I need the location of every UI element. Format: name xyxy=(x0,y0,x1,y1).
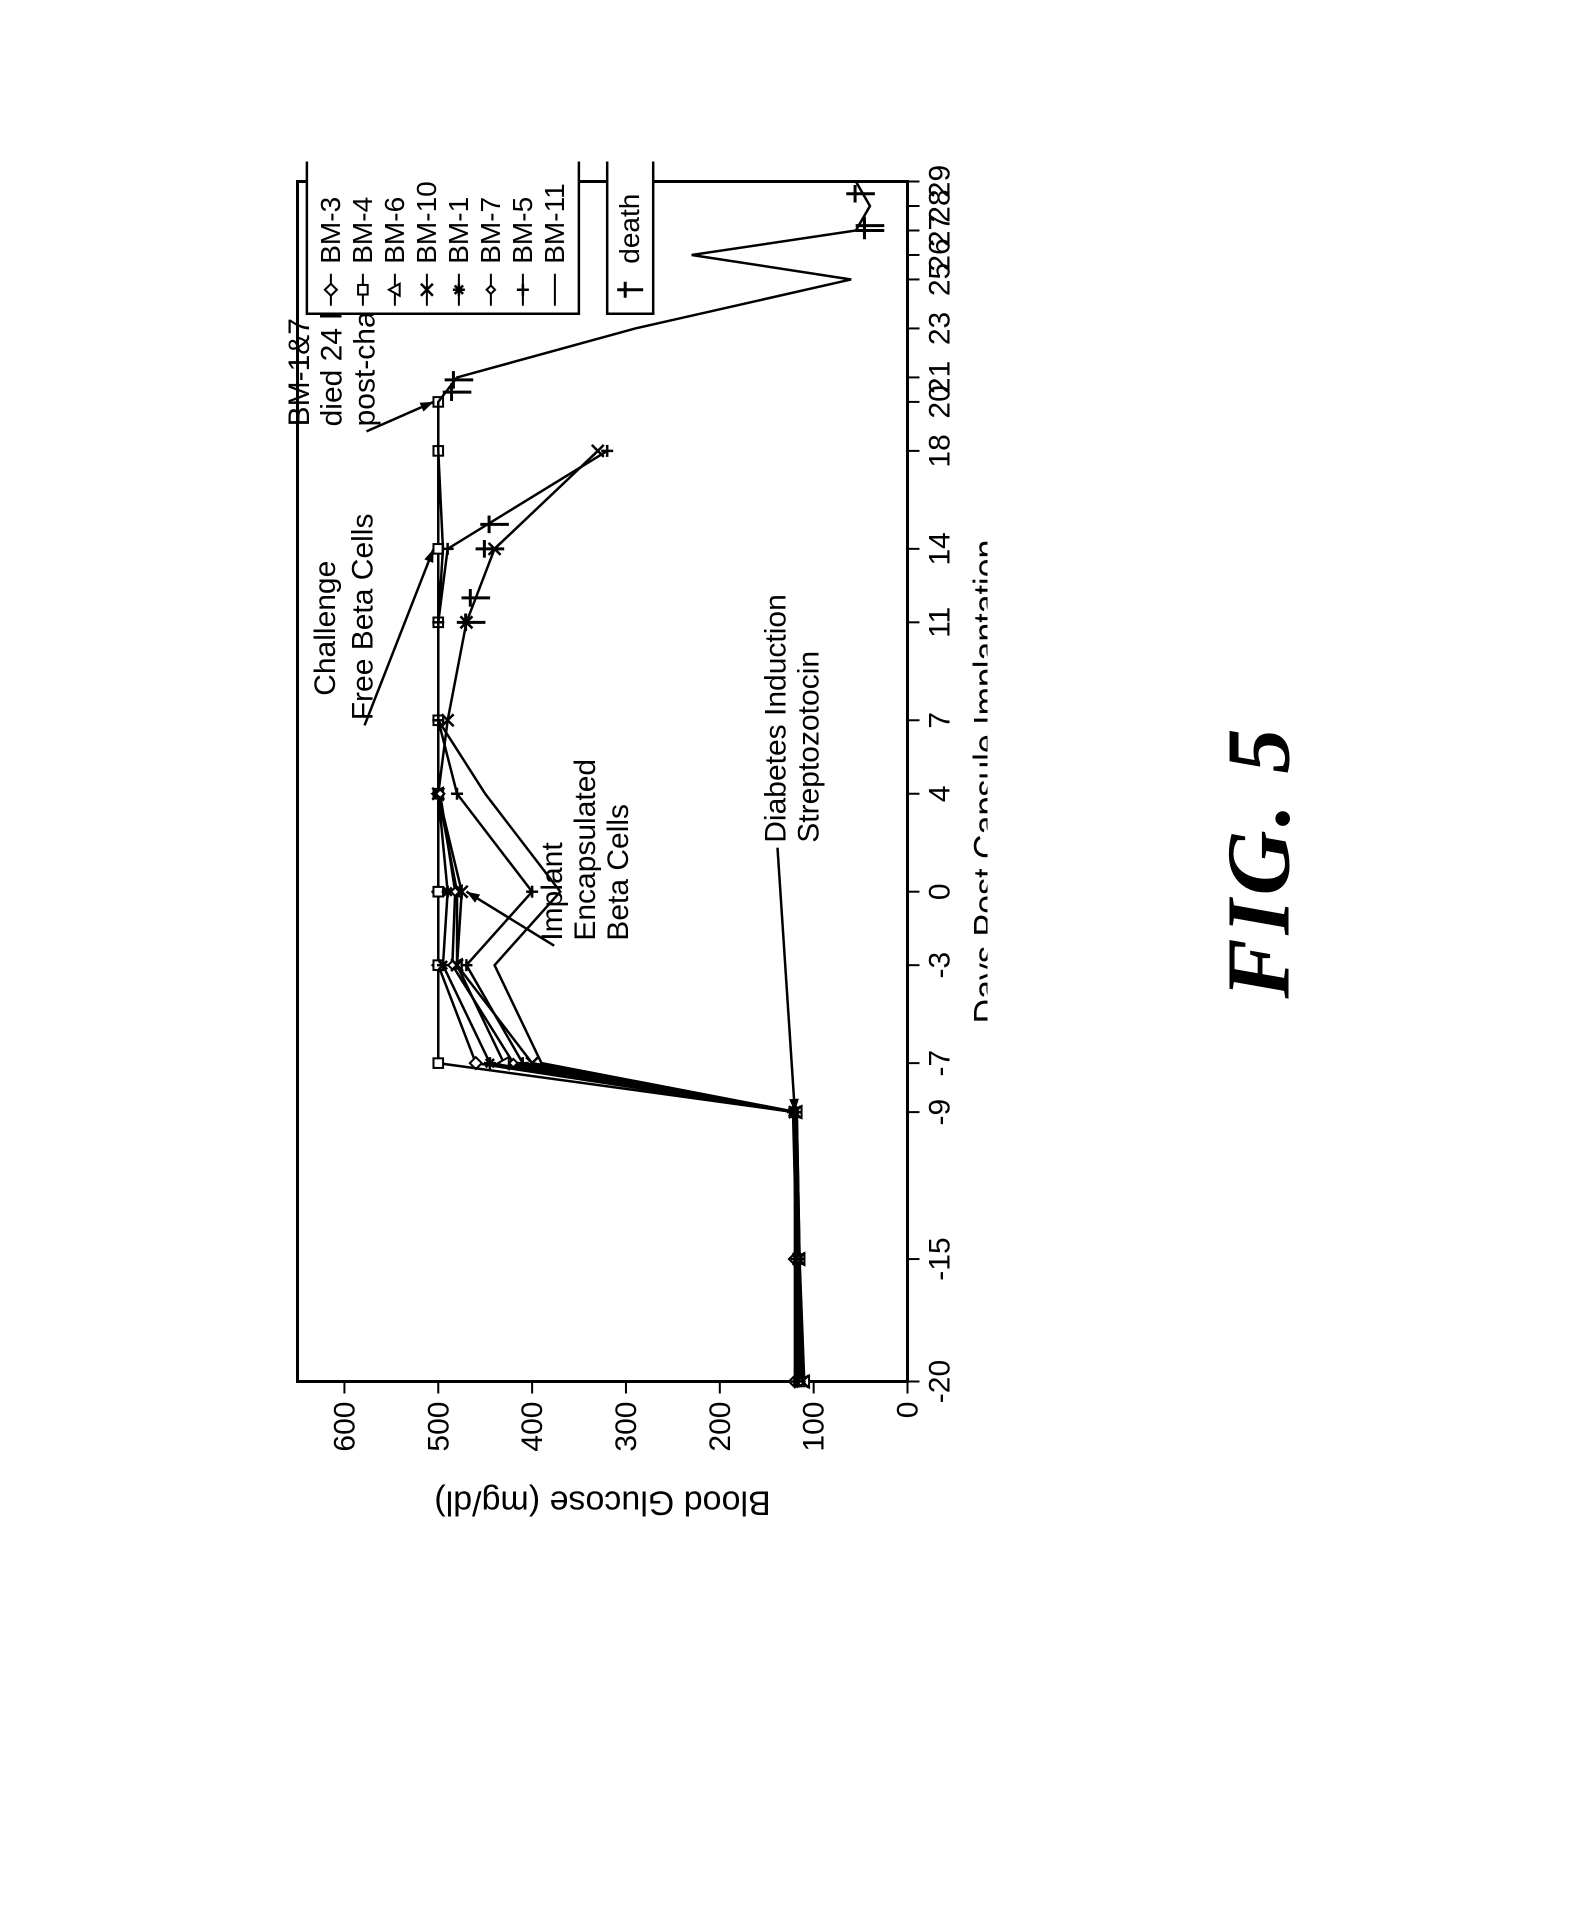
x-tick-label: 4 xyxy=(923,785,956,802)
x-tick-label: 21 xyxy=(923,361,956,394)
y-tick-label: 500 xyxy=(422,1402,455,1452)
annotation-text: BM-1&7 xyxy=(282,318,315,426)
annotation-text: Encapsulated xyxy=(568,759,601,941)
y-tick-label: 600 xyxy=(328,1402,361,1452)
annotation-text: Beta Cells xyxy=(601,804,634,941)
x-tick-label: 23 xyxy=(923,312,956,345)
legend-marker xyxy=(358,285,368,295)
x-tick-label: -15 xyxy=(923,1237,956,1280)
annotation-text: Free Beta Cells xyxy=(346,514,379,721)
annotation-text: Challenge xyxy=(309,561,342,696)
x-tick-label: 11 xyxy=(923,607,956,638)
legend-label: BM-6 xyxy=(378,197,409,264)
chart-container: -20-15-9-7-30471114182021232526272829010… xyxy=(267,162,987,1562)
legend-label: BM-7 xyxy=(474,197,505,264)
x-tick-label: -9 xyxy=(923,1099,956,1126)
legend-label: BM-3 xyxy=(314,197,345,264)
legend-death-label: death xyxy=(614,194,645,264)
x-tick-label: 29 xyxy=(923,165,956,198)
annotation-text: Streptozotocin xyxy=(792,651,825,843)
y-tick-label: 300 xyxy=(609,1402,642,1452)
y-tick-label: 400 xyxy=(516,1402,549,1452)
line-chart: -20-15-9-7-30471114182021232526272829010… xyxy=(267,162,987,1562)
x-tick-label: -7 xyxy=(923,1050,956,1077)
annotation-text: Diabetes Induction xyxy=(759,594,792,843)
legend-label: BM-10 xyxy=(410,181,441,263)
legend-label: BM-11 xyxy=(538,183,569,263)
legend-label: BM-1 xyxy=(442,197,473,264)
legend-label: BM-5 xyxy=(506,197,537,264)
x-tick-label: 18 xyxy=(923,434,956,467)
x-axis-label: Days Post Capsule Implantation xyxy=(967,540,987,1024)
x-tick-label: -20 xyxy=(923,1360,956,1403)
x-tick-label: 14 xyxy=(923,532,956,565)
annotation-text: Implant xyxy=(536,842,569,941)
y-tick-label: 100 xyxy=(797,1402,830,1452)
x-tick-label: 7 xyxy=(923,712,956,729)
x-tick-label: -3 xyxy=(923,952,956,979)
legend-label: BM-4 xyxy=(346,197,377,264)
y-tick-label: 200 xyxy=(703,1402,736,1452)
y-tick-label: 0 xyxy=(891,1402,924,1419)
figure-caption: FIG. 5 xyxy=(1207,724,1310,998)
y-axis-label: Blood Glucose (mg/dl) xyxy=(434,1484,770,1522)
x-tick-label: 0 xyxy=(923,883,956,900)
